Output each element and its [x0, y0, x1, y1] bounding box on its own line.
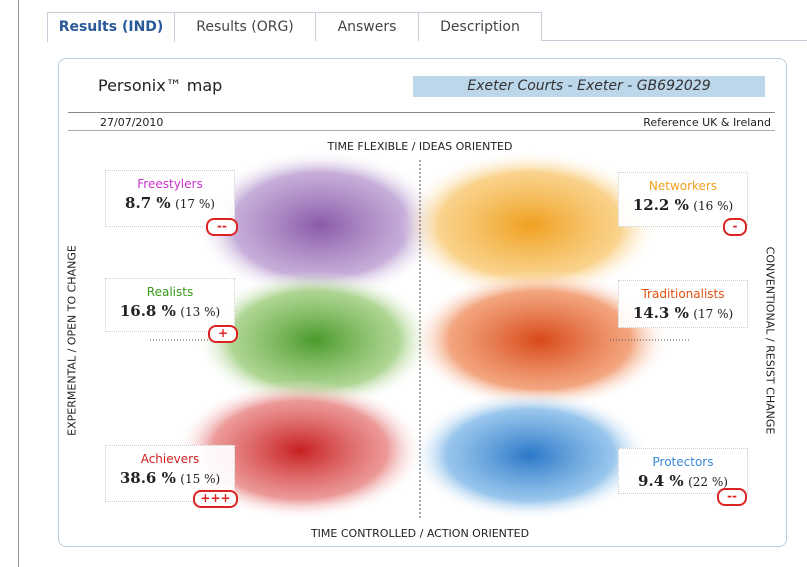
segment-benchmark: (16 %): [693, 199, 733, 213]
segment-benchmark: (22 %): [688, 475, 728, 489]
segment-benchmark: (13 %): [180, 305, 220, 319]
axis-top: TIME FLEXIBLE / IDEAS ORIENTED: [220, 140, 620, 153]
axis-right: CONVENTIONAL / RESIST CHANGE: [764, 231, 777, 451]
segment-value-line: 14.3 % (17 %): [619, 304, 747, 322]
segment-name: Protectors: [619, 455, 747, 469]
segment-box: Realists 16.8 % (13 %): [105, 278, 235, 332]
photo-protectors: [410, 390, 650, 520]
axis-left: EXPERMENTAL / OPEN TO CHANGE: [66, 231, 79, 451]
segment-name: Networkers: [619, 179, 747, 193]
axis-bottom: TIME CONTROLLED / ACTION ORIENTED: [220, 527, 620, 540]
segment-name: Achievers: [106, 452, 234, 466]
segment-name: Traditionalists: [619, 287, 747, 301]
page: Results (IND) Results (ORG) Answers Desc…: [0, 0, 807, 567]
segment-value: 38.6 %: [120, 469, 176, 487]
segment-value: 12.2 %: [633, 196, 689, 214]
segment-value-line: 12.2 % (16 %): [619, 196, 747, 214]
segment-benchmark: (17 %): [175, 197, 215, 211]
segment-benchmark: (17 %): [693, 307, 733, 321]
indicator: --: [206, 218, 238, 236]
segment-value-line: 8.7 % (17 %): [106, 194, 234, 212]
indicator: +++: [193, 490, 238, 508]
segment-value: 9.4 %: [638, 472, 684, 490]
segment-value-line: 38.6 % (15 %): [106, 469, 234, 487]
segment-box: Traditionalists 14.3 % (17 %): [618, 280, 748, 328]
segment-value: 14.3 %: [633, 304, 689, 322]
segment-name: Realists: [106, 285, 234, 299]
indicator: -: [723, 218, 747, 236]
segment-value: 8.7 %: [125, 194, 171, 212]
segment-name: Freestylers: [106, 177, 234, 191]
indicator: +: [208, 325, 238, 343]
indicator: --: [717, 488, 747, 506]
segment-benchmark: (15 %): [180, 472, 220, 486]
segment-value-line: 16.8 % (13 %): [106, 302, 234, 320]
segment-value: 16.8 %: [120, 302, 176, 320]
